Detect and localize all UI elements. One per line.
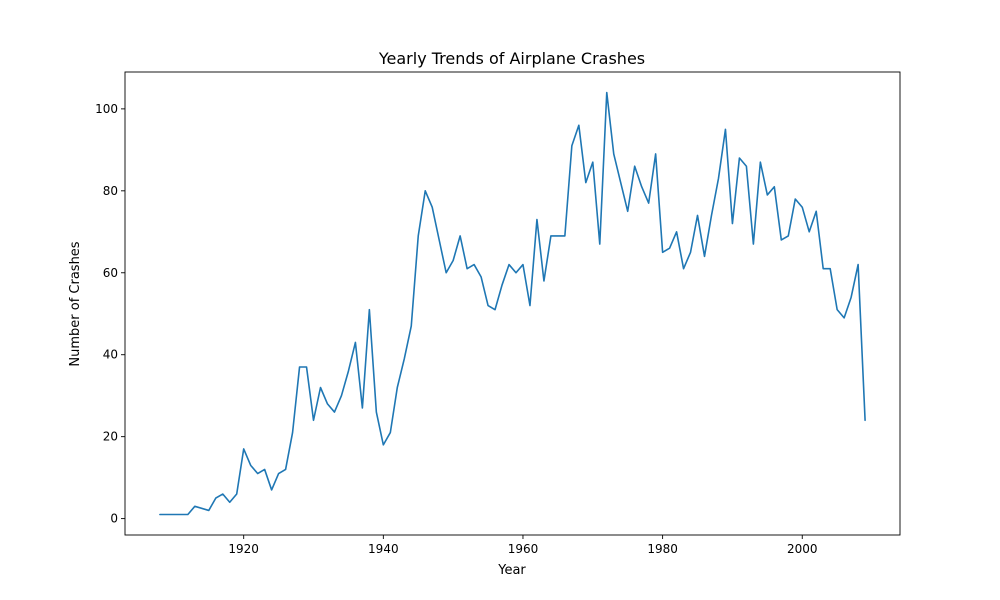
y-tick-label: 40 xyxy=(103,348,118,362)
y-tick-label: 0 xyxy=(110,512,118,526)
chart-title: Yearly Trends of Airplane Crashes xyxy=(378,49,645,68)
y-tick-label: 20 xyxy=(103,430,118,444)
x-axis-label: Year xyxy=(497,563,526,578)
series-line xyxy=(159,91,866,516)
x-tick-label: 1980 xyxy=(647,542,678,556)
plot-frame xyxy=(124,71,901,536)
y-tick-label: 100 xyxy=(95,102,118,116)
plot-area: 1920 1940 1960 1980 2000 0 20 40 60 80 100 xyxy=(95,71,901,556)
x-tick-label: 1960 xyxy=(508,542,539,556)
x-tick-label: 1920 xyxy=(228,542,259,556)
x-tick-label: 1940 xyxy=(368,542,399,556)
x-tick-label: 2000 xyxy=(787,542,818,556)
y-axis-label: Number of Crashes xyxy=(68,241,83,366)
y-tick-label: 60 xyxy=(103,266,118,280)
y-tick-label: 80 xyxy=(103,184,118,198)
